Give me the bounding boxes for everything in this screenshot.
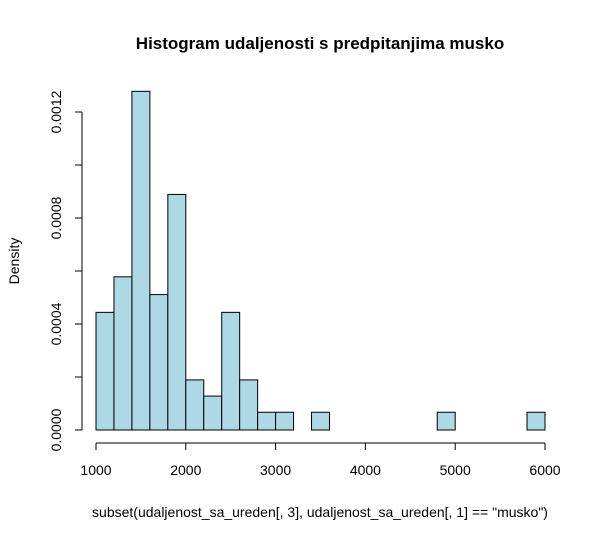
x-tick-label-3: 4000 (350, 462, 381, 478)
y-tick-label-1: 0.0004 (48, 302, 64, 345)
x-tick-label-5: 6000 (529, 462, 560, 478)
x-tick-label-1: 2000 (170, 462, 201, 478)
y-tick-label-3: 0.0012 (48, 90, 64, 133)
histogram-bar-7 (221, 311, 241, 431)
histogram-bar-10 (275, 411, 295, 431)
x-tick-label-0: 1000 (80, 462, 111, 478)
x-axis-label: subset(udaljenost_sa_ureden[, 3], udalje… (92, 504, 548, 520)
y-tick-label-0: 0.0000 (48, 408, 64, 451)
histogram-bar-6 (203, 395, 223, 431)
x-axis: 1000 2000 3000 4000 5000 6000 (80, 442, 561, 478)
y-axis: 0.0000 0.0004 0.0008 0.0012 (48, 90, 83, 451)
chart-title: Histogram udaljenosti s predpitanjima mu… (136, 34, 504, 53)
histogram-bar-4 (167, 193, 187, 431)
x-tick-label-4: 5000 (440, 462, 471, 478)
histogram-bar-12 (311, 411, 330, 431)
histogram-bar-24 (526, 411, 546, 431)
histogram-bar-3 (149, 294, 169, 431)
histogram-bars (95, 90, 546, 431)
x-tick-label-2: 3000 (260, 462, 291, 478)
y-axis-label: Density (6, 238, 22, 285)
histogram-bar-8 (239, 379, 259, 431)
histogram-bar-5 (185, 379, 205, 431)
histogram-bar-9 (257, 411, 277, 431)
histogram-bar-0 (95, 311, 115, 431)
histogram-bar-2 (131, 90, 151, 431)
y-tick-label-2: 0.0008 (48, 196, 64, 239)
histogram-bar-1 (113, 276, 133, 431)
histogram-bar-19 (436, 411, 456, 431)
